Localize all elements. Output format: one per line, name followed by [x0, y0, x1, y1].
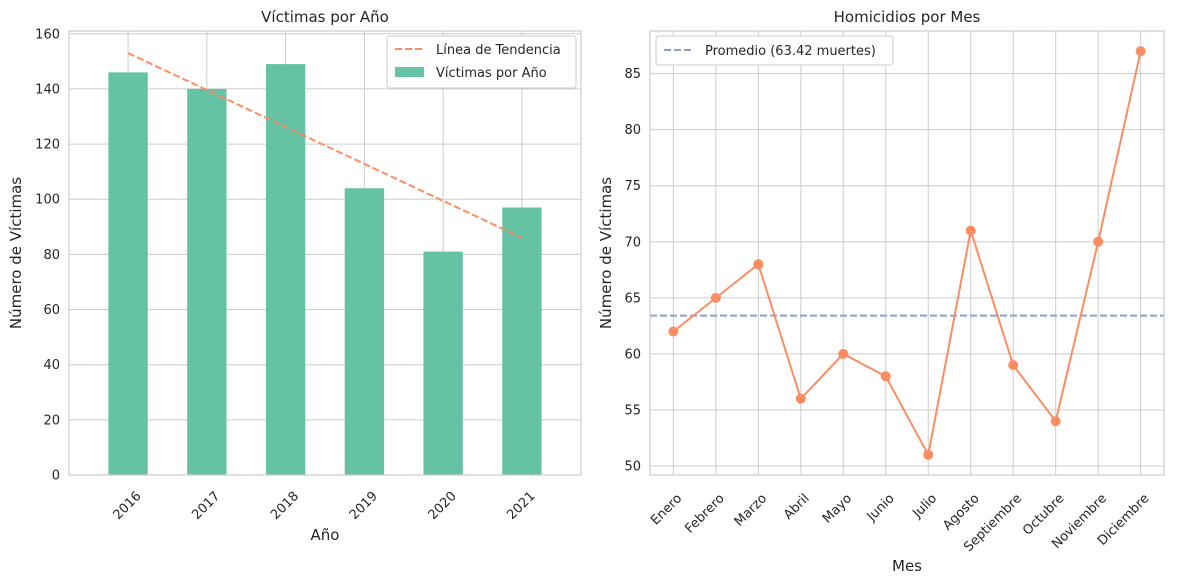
- y-tick-label: 20: [43, 413, 60, 428]
- chart2-ylabel: Número de Víctimas: [597, 177, 615, 329]
- chart2-frame: [649, 30, 1165, 476]
- chart-homicidios-por-mes: Homicidios por Mes Mes Número de Víctima…: [597, 8, 1165, 575]
- y-tick-label: 50: [624, 460, 641, 475]
- y-tick-label: 85: [624, 67, 641, 82]
- y-tick-label: 100: [35, 193, 60, 208]
- y-tick-label: 60: [624, 347, 641, 362]
- legend-bar-swatch: [395, 67, 424, 77]
- x-tick-label: Marzo: [732, 491, 770, 529]
- chart2-legend-box: [655, 35, 894, 66]
- x-tick-label: Agosto: [940, 491, 982, 533]
- y-tick-label: 140: [35, 82, 60, 97]
- bar-2021: [502, 207, 542, 475]
- trend-line: [127, 52, 523, 239]
- chart2-legend: Promedio (63.42 muertes): [655, 35, 894, 66]
- chart2-grid: [650, 31, 1164, 475]
- chart1-xlabel: Año: [311, 526, 340, 544]
- y-tick-label: 70: [624, 235, 641, 250]
- chart-victimas-por-ano: Víctimas por Año Año Número de Víctimas …: [7, 8, 582, 544]
- point-Octubre: [1050, 416, 1061, 427]
- point-Mayo: [838, 348, 849, 359]
- chart1-legend: Línea de Tendencia Víctimas por Año: [386, 35, 577, 89]
- bar-2016: [108, 72, 148, 476]
- x-tick-label: 2021: [504, 489, 538, 523]
- x-tick-label: 2016: [111, 489, 145, 523]
- point-Febrero: [710, 292, 721, 303]
- chart1-trend: [127, 52, 523, 239]
- point-Enero: [668, 326, 679, 337]
- x-tick-label: Abril: [781, 491, 813, 523]
- point-Julio: [923, 449, 934, 460]
- chart1-x-ticks: 2016 2017 2018 2019 2020 2021: [111, 489, 539, 523]
- chart2-title: Homicidios por Mes: [834, 8, 981, 26]
- y-tick-label: 160: [35, 27, 60, 42]
- x-tick-label: Febrero: [682, 491, 727, 536]
- chart2-y-ticks: 50 55 60 65 70 75 80 85: [624, 67, 641, 474]
- series-line: [672, 50, 1142, 458]
- point-Noviembre: [1093, 236, 1104, 247]
- x-tick-label: Julio: [909, 491, 940, 522]
- x-tick-label: 2018: [268, 489, 302, 523]
- point-Agosto: [965, 225, 976, 236]
- y-tick-label: 40: [43, 358, 60, 373]
- y-tick-label: 0: [52, 469, 60, 484]
- y-tick-label: 80: [624, 123, 641, 138]
- x-tick-label: Mayo: [820, 491, 855, 526]
- chart1-bars: [108, 64, 542, 476]
- bar-2020: [423, 251, 463, 475]
- x-tick-label: 2017: [189, 489, 223, 523]
- chart1-legend-box: [386, 35, 577, 89]
- legend-average-label: Promedio (63.42 muertes): [705, 44, 876, 59]
- chart1-frame: [68, 30, 582, 476]
- x-tick-label: 2019: [347, 489, 381, 523]
- chart1-y-ticks: 0 20 40 60 80 100 120 140 160: [35, 27, 60, 483]
- y-tick-label: 65: [624, 291, 641, 306]
- chart2-xlabel: Mes: [892, 557, 922, 575]
- point-Junio: [880, 371, 891, 382]
- bar-2018: [265, 64, 306, 475]
- point-Diciembre: [1135, 46, 1146, 57]
- x-tick-label: Junio: [864, 491, 898, 525]
- y-tick-label: 55: [624, 403, 641, 418]
- bar-2017: [187, 88, 227, 476]
- y-tick-label: 120: [35, 138, 60, 153]
- y-tick-label: 75: [624, 179, 641, 194]
- chart1-title: Víctimas por Año: [261, 8, 389, 26]
- chart2-series: [668, 46, 1146, 460]
- point-Septiembre: [1008, 360, 1019, 371]
- point-Abril: [795, 393, 806, 404]
- y-tick-label: 80: [43, 248, 60, 263]
- point-Marzo: [753, 259, 764, 270]
- x-tick-label: Enero: [648, 491, 685, 528]
- bar-2019: [344, 188, 385, 475]
- chart1-ylabel: Número de Víctimas: [7, 177, 25, 329]
- y-tick-label: 60: [43, 303, 60, 318]
- legend-bar-label: Víctimas por Año: [436, 66, 547, 81]
- x-tick-label: 2020: [426, 489, 460, 523]
- legend-trend-label: Línea de Tendencia: [436, 43, 561, 58]
